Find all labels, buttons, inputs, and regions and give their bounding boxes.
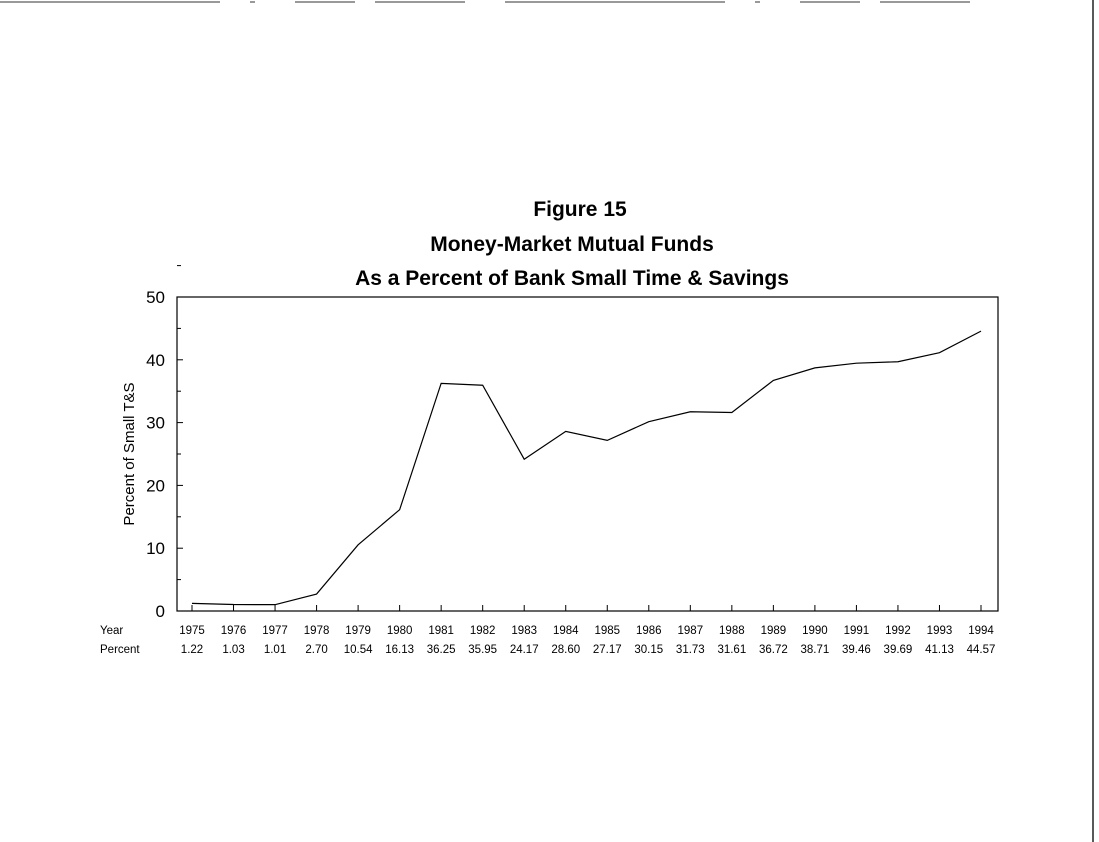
x-tick-label: 1984 bbox=[553, 625, 579, 637]
data-label: 39.69 bbox=[884, 644, 913, 656]
x-tick-label: 1976 bbox=[221, 625, 247, 637]
x-tick-label: 1979 bbox=[345, 625, 371, 637]
data-label: 41.13 bbox=[925, 644, 954, 656]
x-tick-label: 1992 bbox=[885, 625, 911, 637]
data-label: 44.57 bbox=[967, 644, 996, 656]
data-label: 36.25 bbox=[427, 644, 456, 656]
chart-title: Money-Market Mutual Funds bbox=[430, 233, 714, 256]
y-tick-label: 10 bbox=[146, 539, 165, 558]
data-label: 36.72 bbox=[759, 644, 788, 656]
x-tick-label: 1994 bbox=[968, 625, 994, 637]
data-label: 35.95 bbox=[468, 644, 497, 656]
x-tick-label: 1993 bbox=[927, 625, 953, 637]
data-label: 31.61 bbox=[717, 644, 746, 656]
data-label: 27.17 bbox=[593, 644, 622, 656]
x-tick-label: 1991 bbox=[844, 625, 870, 637]
data-label: 39.46 bbox=[842, 644, 871, 656]
x-tick-label: 1987 bbox=[678, 625, 704, 637]
figure-label: Figure 15 bbox=[533, 198, 627, 221]
data-label: 28.60 bbox=[551, 644, 580, 656]
data-label: 2.70 bbox=[305, 644, 327, 656]
x-tick-label: 1988 bbox=[719, 625, 745, 637]
x-tick-label: 1990 bbox=[802, 625, 828, 637]
x-tick-label: 1975 bbox=[179, 625, 205, 637]
y-tick-label: 30 bbox=[146, 414, 165, 433]
x-tick-label: 1978 bbox=[304, 625, 330, 637]
data-label: 1.01 bbox=[264, 644, 286, 656]
data-label: 24.17 bbox=[510, 644, 539, 656]
data-label: 1.22 bbox=[181, 644, 203, 656]
x-tick-label: 1977 bbox=[262, 625, 288, 637]
y-tick-label: 50 bbox=[146, 288, 165, 307]
data-label: 1.03 bbox=[222, 644, 244, 656]
plot-area bbox=[176, 296, 999, 612]
table-percent-label: Percent bbox=[100, 644, 140, 656]
table-year-label: Year bbox=[100, 625, 123, 637]
x-tick-label: 1986 bbox=[636, 625, 662, 637]
x-tick-label: 1981 bbox=[428, 625, 454, 637]
y-axis-label: Percent of Small T&S bbox=[121, 382, 138, 525]
data-label: 30.15 bbox=[634, 644, 663, 656]
data-label: 38.71 bbox=[801, 644, 830, 656]
x-tick-label: 1982 bbox=[470, 625, 496, 637]
data-label: 10.54 bbox=[344, 644, 373, 656]
x-tick-label: 1983 bbox=[511, 625, 537, 637]
y-tick-label: 20 bbox=[146, 476, 165, 495]
x-tick-label: 1980 bbox=[387, 625, 413, 637]
y-tick-label: 0 bbox=[156, 602, 165, 621]
data-label: 31.73 bbox=[676, 644, 705, 656]
series-line bbox=[191, 330, 982, 606]
x-tick-label: 1985 bbox=[594, 625, 620, 637]
chart-subtitle: As a Percent of Bank Small Time & Saving… bbox=[355, 267, 789, 290]
x-tick-label: 1989 bbox=[761, 625, 787, 637]
y-tick-label: 40 bbox=[146, 351, 165, 370]
data-label: 16.13 bbox=[385, 644, 414, 656]
